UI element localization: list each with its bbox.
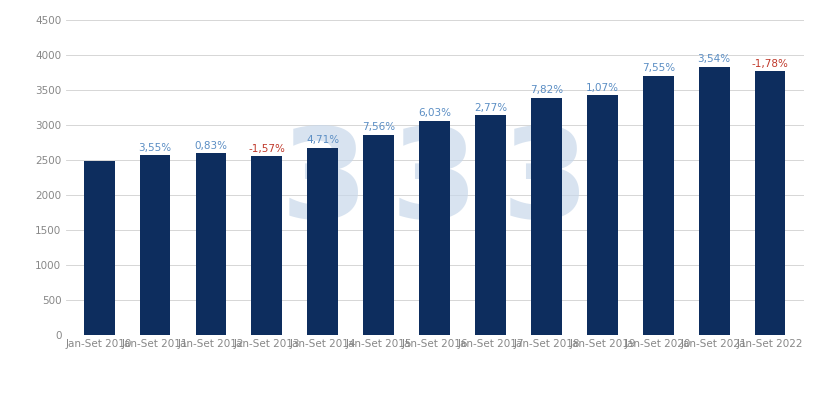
- Text: 3,54%: 3,54%: [697, 54, 730, 64]
- Text: 3,55%: 3,55%: [138, 143, 171, 152]
- Bar: [251, 156, 282, 335]
- Bar: [698, 67, 729, 335]
- Bar: [139, 155, 170, 335]
- Bar: [196, 154, 226, 335]
- Bar: [363, 135, 394, 335]
- Text: 2,77%: 2,77%: [473, 102, 506, 113]
- Bar: [84, 161, 115, 335]
- Bar: [474, 115, 505, 335]
- Text: 7,55%: 7,55%: [641, 63, 674, 73]
- Text: -1,78%: -1,78%: [751, 59, 788, 69]
- Bar: [419, 121, 450, 335]
- Text: 0,83%: 0,83%: [194, 141, 227, 151]
- Text: 7,56%: 7,56%: [362, 123, 395, 132]
- Bar: [753, 71, 785, 335]
- Bar: [586, 95, 617, 335]
- Bar: [307, 148, 337, 335]
- Text: 3: 3: [280, 123, 367, 244]
- Text: 3: 3: [501, 123, 588, 244]
- Text: 7,82%: 7,82%: [529, 85, 563, 95]
- Text: -1,57%: -1,57%: [248, 144, 285, 154]
- Text: 4,71%: 4,71%: [305, 136, 339, 145]
- Bar: [531, 98, 561, 335]
- Text: 1,07%: 1,07%: [585, 83, 618, 93]
- Text: 3: 3: [391, 123, 477, 244]
- Text: 6,03%: 6,03%: [418, 108, 450, 119]
- Bar: [642, 76, 672, 335]
